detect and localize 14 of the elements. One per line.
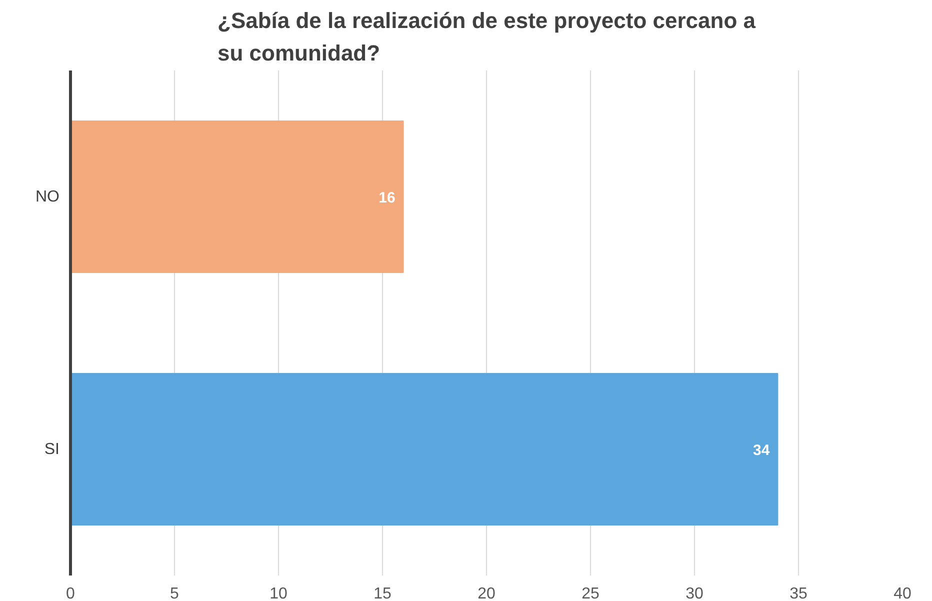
x-tick-label: 0 xyxy=(66,586,76,601)
x-tick-label: 25 xyxy=(582,586,600,601)
y-tick-label: NO xyxy=(36,188,60,206)
x-tick-label: 35 xyxy=(790,586,808,601)
x-tick-label: 40 xyxy=(894,586,912,601)
x-tick-label: 10 xyxy=(270,586,288,601)
x-tick-label: 30 xyxy=(686,586,704,601)
x-tick-label: 5 xyxy=(170,586,180,601)
y-tick-label: SI xyxy=(44,440,60,458)
x-tick-label: 15 xyxy=(374,586,392,601)
chart-title: ¿Sabía de la realización de este proyecto cercano a su comunidad? xyxy=(218,8,756,66)
data-label: 16 xyxy=(378,189,396,206)
x-tick-label: 20 xyxy=(478,586,496,601)
data-label: 34 xyxy=(753,442,770,459)
